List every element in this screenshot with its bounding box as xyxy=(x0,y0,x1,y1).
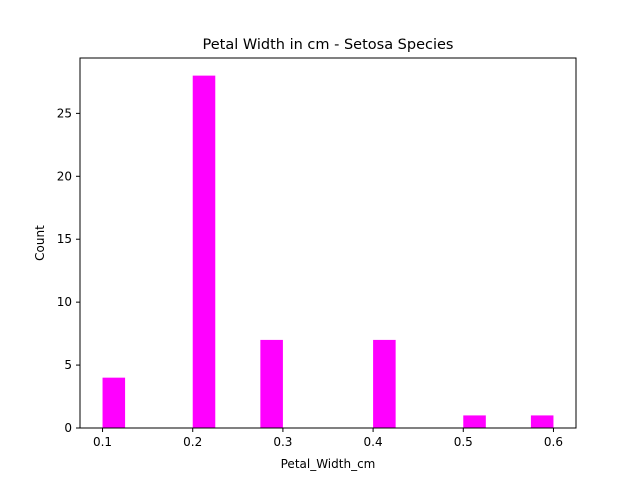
x-tick-label-1: 0.2 xyxy=(183,435,202,449)
y-tick-label-2: 10 xyxy=(57,295,72,309)
x-tick-label-0: 0.1 xyxy=(93,435,112,449)
y-tick-label-5: 25 xyxy=(57,106,72,120)
histogram-bar-1 xyxy=(192,75,216,428)
x-tick-label-5: 0.6 xyxy=(544,435,563,449)
y-tick-label-0: 0 xyxy=(64,421,72,435)
chart-title: Petal Width in cm - Setosa Species xyxy=(202,37,453,53)
histogram-bar-4 xyxy=(463,415,486,428)
bars-group xyxy=(102,75,554,428)
x-axis-ticks: 0.1 0.2 0.3 0.4 0.5 0.6 xyxy=(93,428,563,449)
y-axis-ticks: 0 5 10 15 20 25 xyxy=(57,106,80,435)
plot-frame xyxy=(79,57,577,429)
x-tick-label-4: 0.5 xyxy=(454,435,473,449)
y-axis-label: Count xyxy=(33,225,47,261)
x-axis-label: Petal_Width_cm xyxy=(281,457,376,471)
y-tick-label-4: 20 xyxy=(57,169,72,183)
histogram-bar-3 xyxy=(373,339,396,428)
y-tick-label-1: 5 xyxy=(64,358,72,372)
histogram-bar-0 xyxy=(102,377,126,428)
histogram-bar-5 xyxy=(530,415,554,428)
x-tick-label-3: 0.4 xyxy=(364,435,383,449)
y-tick-label-3: 15 xyxy=(57,232,72,246)
histogram-bar-2 xyxy=(260,339,283,428)
x-tick-label-2: 0.3 xyxy=(273,435,292,449)
